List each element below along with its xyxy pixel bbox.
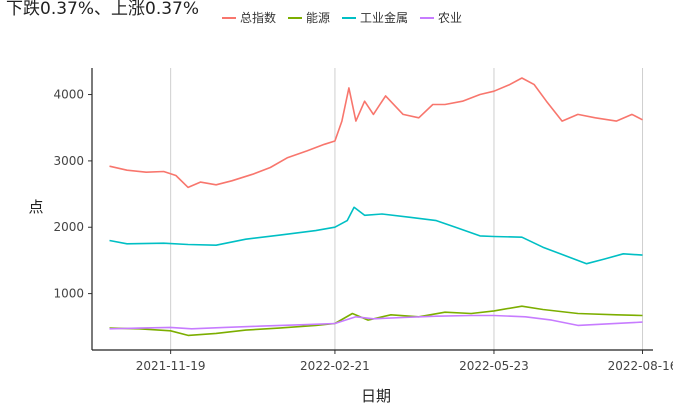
y-axis-label: 点 — [28, 198, 43, 216]
legend-key — [342, 16, 357, 19]
series-line-能源 — [109, 305, 643, 337]
x-axis-label: 日期 — [361, 387, 391, 405]
y-tick-label: 4000 — [53, 88, 84, 102]
y-tick-label: 1000 — [53, 287, 84, 301]
legend-label: 能源 — [306, 11, 331, 25]
series-line-农业 — [109, 314, 643, 330]
legend-item: 总指数 — [222, 9, 276, 26]
legend-item: 农业 — [420, 9, 462, 26]
series-line-工业金属 — [109, 206, 643, 265]
x-tick-label: 2022-08-16 — [608, 359, 673, 373]
legend-key — [420, 16, 435, 19]
legend-key — [222, 16, 236, 19]
legend: 总指数 能源 工业金属 农业 — [222, 9, 462, 26]
chart-title: 下跌0.37%、上涨0.37% — [6, 0, 200, 19]
legend-label: 总指数 — [240, 11, 277, 25]
x-tick-label: 2021-11-19 — [136, 359, 206, 373]
y-tick-label: 3000 — [53, 154, 84, 168]
legend-label: 工业金属 — [360, 11, 409, 25]
x-tick-label: 2022-05-23 — [459, 359, 529, 373]
series-line-总指数 — [109, 77, 643, 189]
legend-label: 农业 — [438, 11, 463, 25]
legend-item: 工业金属 — [342, 9, 408, 26]
x-tick-label: 2022-02-21 — [300, 359, 370, 373]
series-lines — [109, 77, 643, 337]
gridlines — [170, 68, 644, 350]
legend-item: 能源 — [288, 9, 330, 26]
axes: 2021-11-19 2022-02-21 2022-05-23 2022-08-16… — [53, 68, 673, 373]
y-tick-label: 2000 — [53, 220, 84, 234]
legend-key — [288, 16, 303, 19]
